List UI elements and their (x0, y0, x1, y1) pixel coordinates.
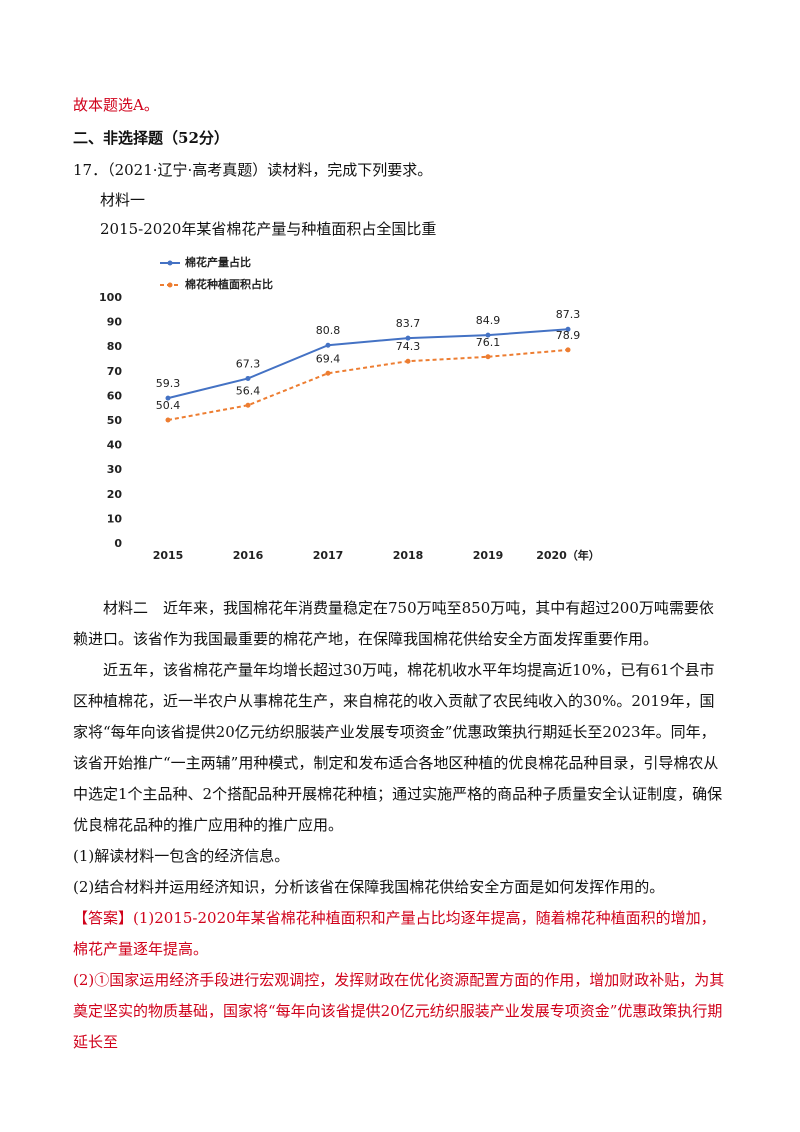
x-tick-label: 2020（年） (536, 548, 600, 562)
x-tick-label: 2016 (233, 549, 264, 562)
series-line (167, 328, 569, 400)
x-tick-label: 2017 (313, 549, 344, 562)
data-label: 67.3 (236, 357, 261, 370)
point (405, 335, 411, 341)
data-label: 76.1 (476, 336, 501, 349)
point (485, 332, 491, 338)
y-tick-label: 90 (107, 316, 123, 329)
data-label: 56.4 (236, 384, 261, 397)
y-tick-label: 70 (107, 365, 123, 378)
y-tick-label: 0 (114, 537, 122, 550)
point (165, 395, 171, 401)
data-label: 87.3 (556, 308, 581, 321)
legend-label: 棉花种植面积占比 (185, 277, 273, 291)
point (405, 358, 411, 364)
answer: 【答案】(1)2015-2020年某省棉花种植面积和产量占比均逐年提高，随着棉花… (73, 909, 716, 958)
point (325, 342, 331, 348)
y-tick-label: 10 (107, 512, 123, 525)
y-tick-label: 40 (107, 439, 123, 452)
data-label: 80.8 (316, 324, 341, 337)
x-tick-label: 2018 (393, 549, 424, 562)
answer-line: 故本题选A。 (73, 96, 159, 114)
point (165, 417, 171, 423)
paragraph: (2)结合材料并运用经济知识，分析该省在保障我国棉花供给安全方面是如何发挥作用的… (73, 878, 665, 896)
y-tick-label: 100 (99, 291, 122, 304)
data-label: 50.4 (156, 399, 181, 412)
point (565, 326, 571, 332)
legend-marker (167, 282, 173, 288)
point (565, 347, 571, 353)
y-tick-label: 20 (107, 488, 123, 501)
series-line (167, 348, 569, 421)
paragraph: (1)解读材料一包含的经济信息。 (73, 847, 290, 865)
legend-label: 棉花产量占比 (185, 255, 251, 269)
section-title: 二、非选择题（52分） (73, 129, 229, 147)
point (245, 402, 251, 408)
paragraph: 近五年，该省棉花产量年均增长超过30万吨，棉花机收水平年均提高近10%，已有61… (73, 661, 723, 834)
answer: (2)①国家运用经济手段进行宏观调控，发挥财政在优化资源配置方面的作用，增加财政… (73, 971, 725, 1051)
data-label: 74.3 (396, 340, 421, 353)
data-label: 83.7 (396, 317, 421, 330)
paragraph: 材料二 近年来，我国棉花年消费量稳定在750万吨至850万吨，其中有超过200万… (73, 599, 714, 648)
y-tick-label: 30 (107, 463, 123, 476)
y-tick-label: 80 (107, 340, 123, 353)
y-tick-label: 60 (107, 389, 123, 402)
data-label: 69.4 (316, 352, 341, 365)
data-label: 59.3 (156, 377, 181, 390)
x-tick-label: 2015 (153, 549, 184, 562)
data-label: 84.9 (476, 314, 501, 327)
question: 17．（2021·辽宁·高考真题）读材料，完成下列要求。 (73, 161, 433, 179)
point (245, 375, 251, 381)
chart: 0 10 20 30 40 50 60 70 80 90 100 2015 2016 2017 2018 20… (99, 255, 600, 562)
legend-marker (167, 260, 173, 266)
material-label: 材料一 (100, 191, 146, 209)
point (325, 370, 331, 376)
y-tick-label: 50 (107, 414, 123, 427)
body-text: 材料二 近年来，我国棉花年消费量稳定在750万吨至850万吨，其中有超过200万… (73, 593, 728, 1058)
point (485, 354, 491, 360)
data-label: 78.9 (556, 329, 581, 342)
x-tick-label: 2019 (473, 549, 504, 562)
chart-title: 2015-2020年某省棉花产量与种植面积占全国比重 (100, 220, 437, 238)
